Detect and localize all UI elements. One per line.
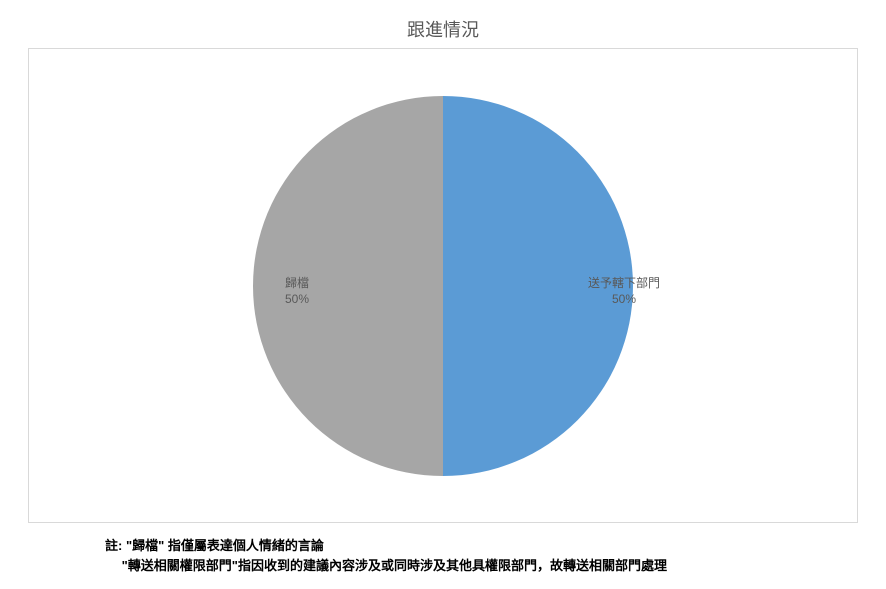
footnote-line-1: "轉送相關權限部門"指因收到的建議內容涉及或同時涉及其他具權限部門，故轉送相關部… bbox=[105, 556, 667, 576]
chart-frame bbox=[28, 48, 858, 523]
slice-percent-1: 50% bbox=[285, 292, 309, 308]
slice-percent-0: 50% bbox=[588, 292, 660, 308]
slice-label-1: 歸檔 50% bbox=[285, 276, 309, 307]
footnotes: 註: "歸檔" 指僅屬表達個人情緒的言論 "轉送相關權限部門"指因收到的建議內容… bbox=[105, 536, 667, 575]
chart-title: 跟進情況 bbox=[0, 0, 886, 52]
slice-name-0: 送予轄下部門 bbox=[588, 276, 660, 292]
slice-label-0: 送予轄下部門 50% bbox=[588, 276, 660, 307]
footnote-line-0: 註: "歸檔" 指僅屬表達個人情緒的言論 bbox=[105, 536, 667, 556]
pie-chart bbox=[253, 96, 633, 476]
slice-name-1: 歸檔 bbox=[285, 276, 309, 292]
